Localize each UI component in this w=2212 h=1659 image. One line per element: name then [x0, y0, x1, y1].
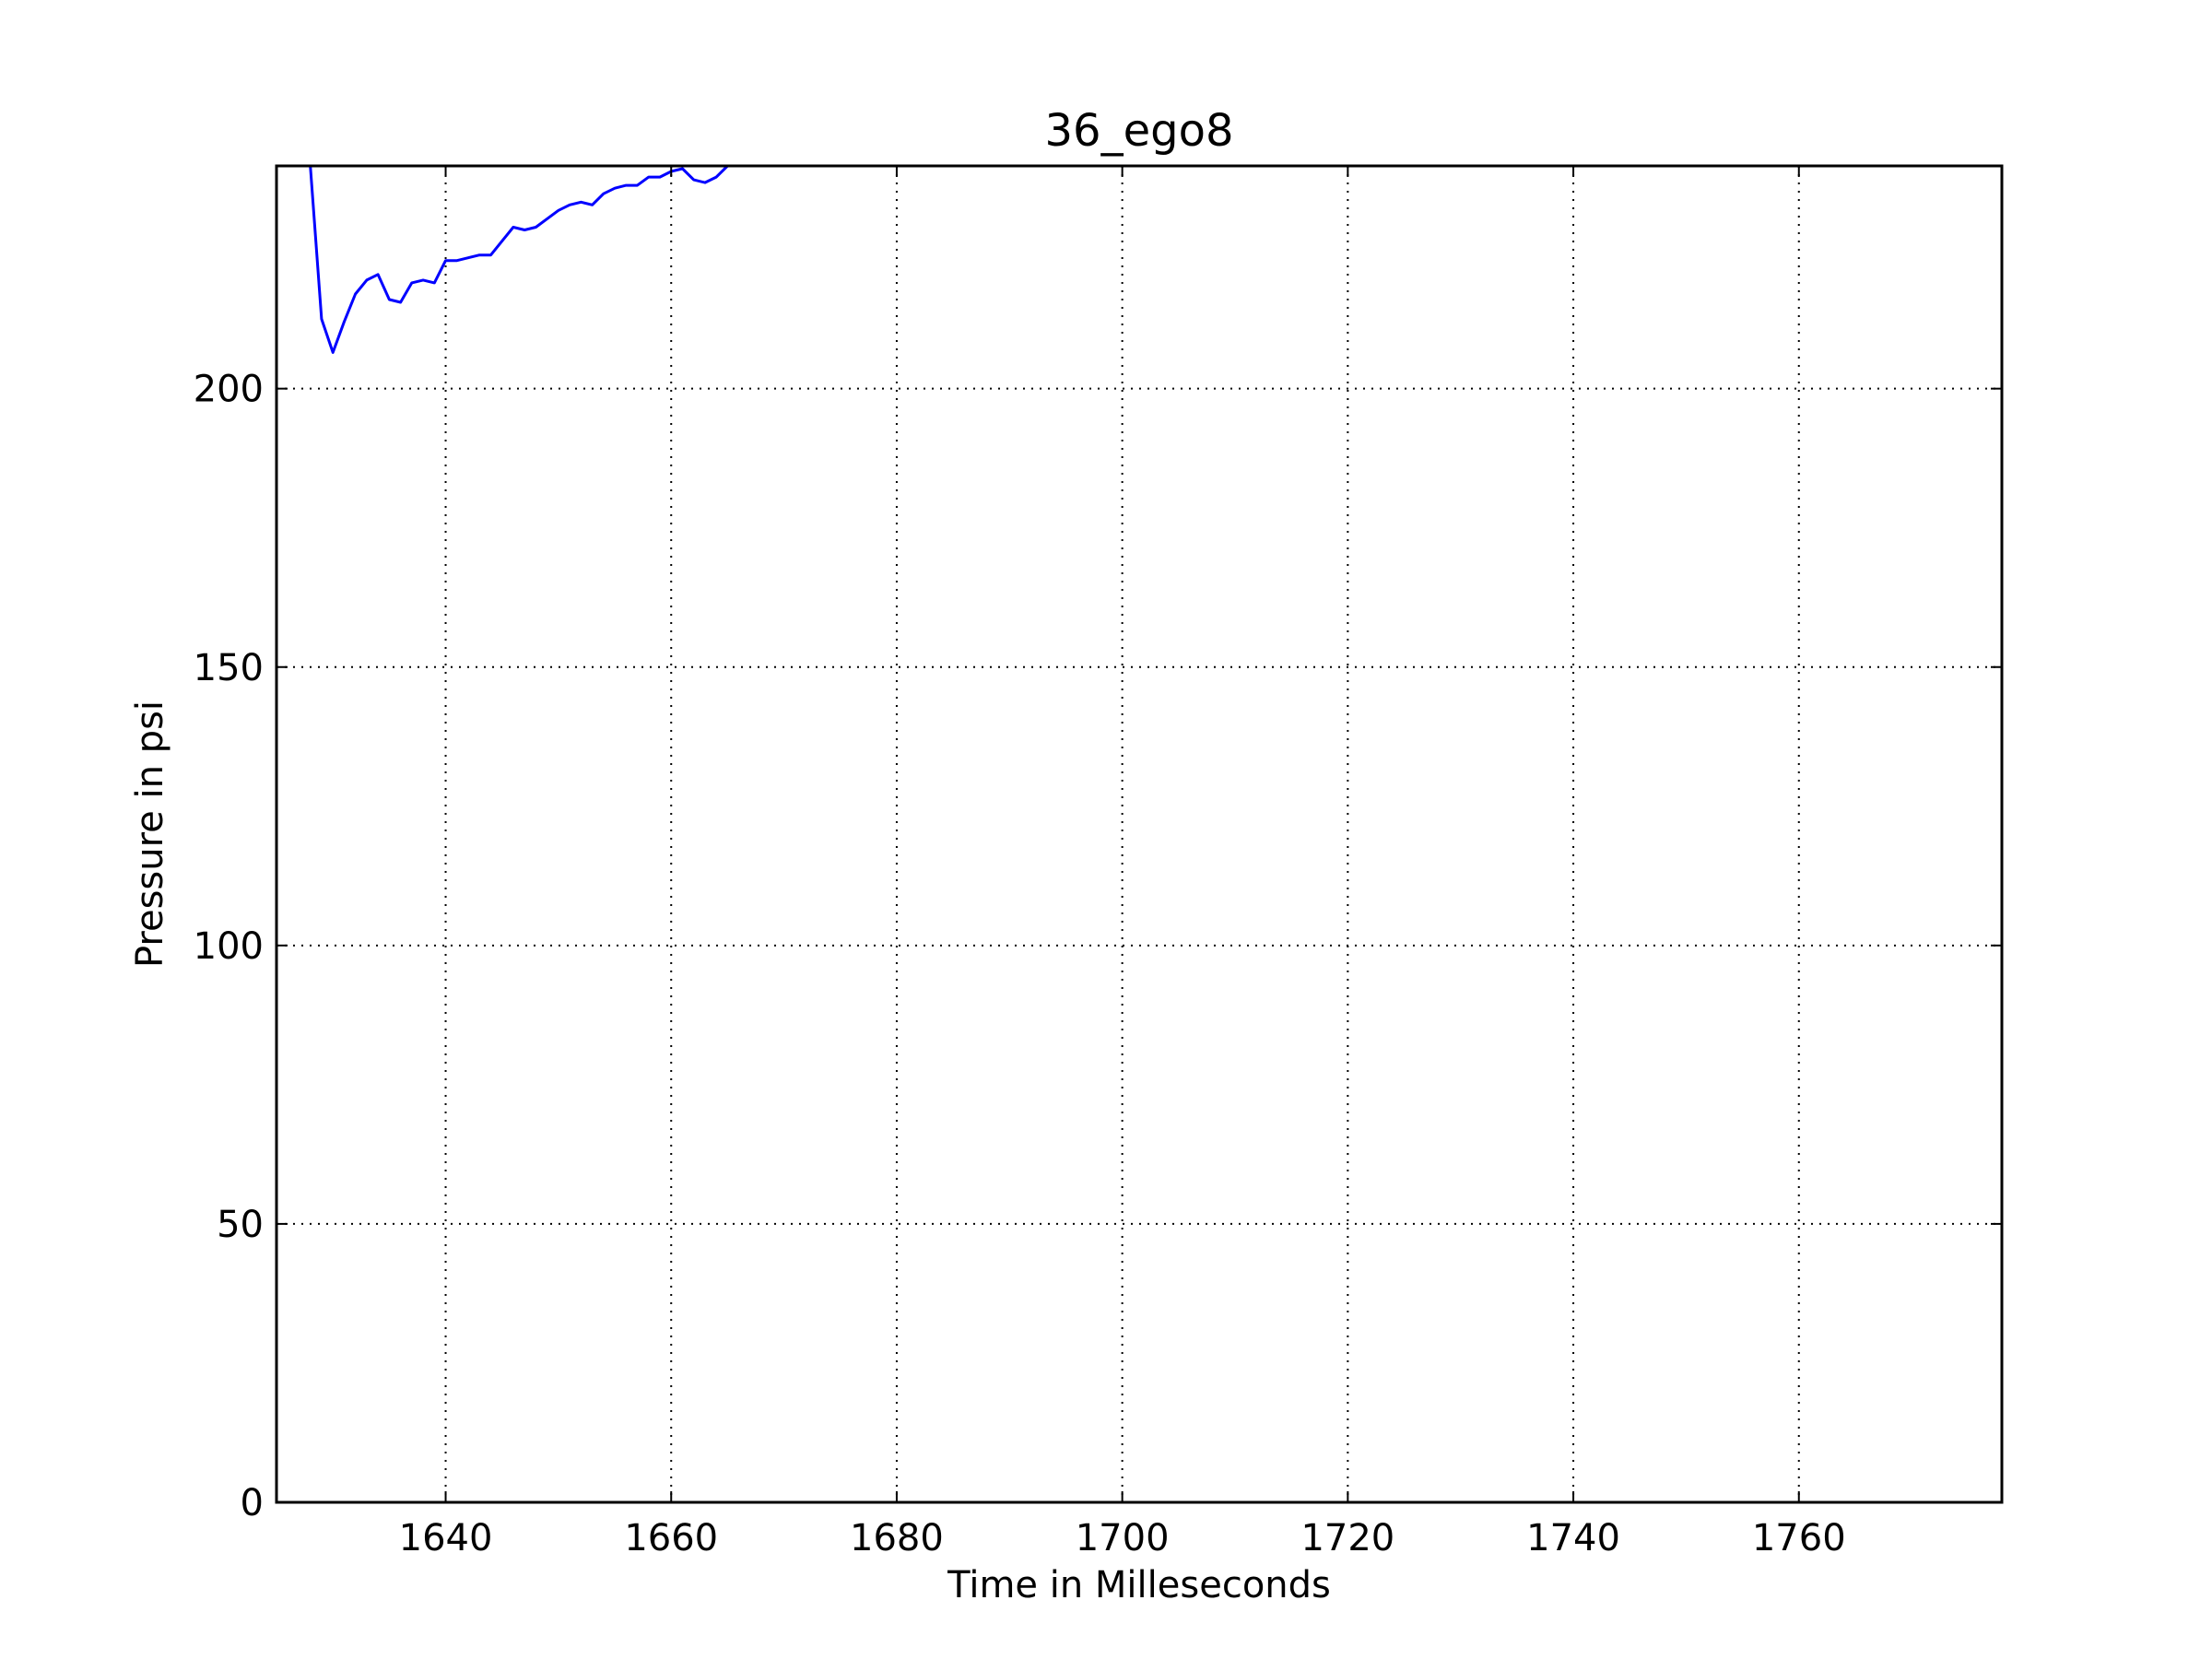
series-line	[309, 164, 729, 354]
y-tick-label: 100	[194, 925, 264, 968]
y-tick-label: 0	[241, 1482, 264, 1524]
x-tick-label: 1700	[1076, 1517, 1170, 1559]
plot-area-frame	[275, 164, 2004, 1504]
x-tick-label: 1720	[1300, 1517, 1394, 1559]
tick-labels: 1640 1660 1680 1700 1720 1740 1760 0 50 100 150 200	[194, 369, 1846, 1559]
x-axis-label: Time in Milleseconds	[947, 1564, 1331, 1606]
y-tick-label: 50	[217, 1204, 264, 1246]
x-tick-label: 1660	[624, 1517, 718, 1559]
y-axis-label: Pressure in psi	[129, 700, 171, 968]
series-layer	[309, 164, 729, 354]
grid-lines	[276, 166, 2002, 1502]
chart-title: 36_ego8	[1045, 105, 1234, 157]
x-tick-label: 1760	[1752, 1517, 1846, 1559]
y-tick-label: 150	[194, 647, 264, 689]
x-tick-label: 1740	[1526, 1517, 1620, 1559]
tick-marks	[276, 166, 2002, 1503]
y-tick-label: 200	[194, 369, 264, 411]
x-tick-label: 1680	[850, 1517, 944, 1559]
x-tick-label: 1640	[399, 1517, 493, 1559]
